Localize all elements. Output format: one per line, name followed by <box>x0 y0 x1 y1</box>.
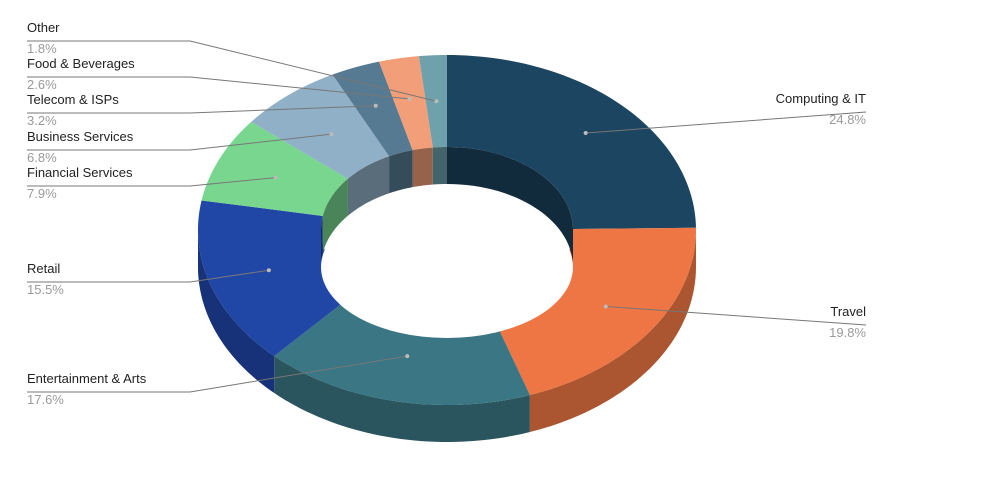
slice-category-label: Computing & IT <box>776 91 866 106</box>
leader-dot-1 <box>584 131 588 135</box>
slice-value-label: 19.8% <box>829 325 866 340</box>
leader-dot-4 <box>267 268 271 272</box>
slice-value-label: 17.6% <box>27 392 64 407</box>
slice-value-label: 2.6% <box>27 77 57 92</box>
slice-hole-wall-7 <box>389 150 413 193</box>
slice-category-label: Entertainment & Arts <box>27 371 147 386</box>
slice-value-label: 6.8% <box>27 150 57 165</box>
slice-category-label: Financial Services <box>27 165 133 180</box>
slice-value-label: 15.5% <box>27 282 64 297</box>
slice-value-label: 7.9% <box>27 186 57 201</box>
slice-hole-wall-9 <box>433 147 447 185</box>
slice-value-label: 3.2% <box>27 113 57 128</box>
slice-category-label: Other <box>27 20 60 35</box>
slice-value-label: 1.8% <box>27 41 57 56</box>
leader-dot-6 <box>329 132 333 136</box>
slice-category-label: Business Services <box>27 129 134 144</box>
leader-dot-3 <box>405 354 409 358</box>
hole-floor <box>321 196 573 338</box>
slice-category-label: Retail <box>27 261 60 276</box>
leader-dot-8 <box>408 97 412 101</box>
slice-category-label: Food & Beverages <box>27 56 135 71</box>
slice-value-label: 24.8% <box>829 112 866 127</box>
leader-dot-5 <box>274 176 278 180</box>
slice-hole-wall-8 <box>413 148 433 188</box>
leader-dot-2 <box>604 304 608 308</box>
leader-dot-7 <box>374 104 378 108</box>
leader-dot-9 <box>434 99 438 103</box>
slice-category-label: Telecom & ISPs <box>27 92 119 107</box>
slice-category-label: Travel <box>830 304 866 319</box>
